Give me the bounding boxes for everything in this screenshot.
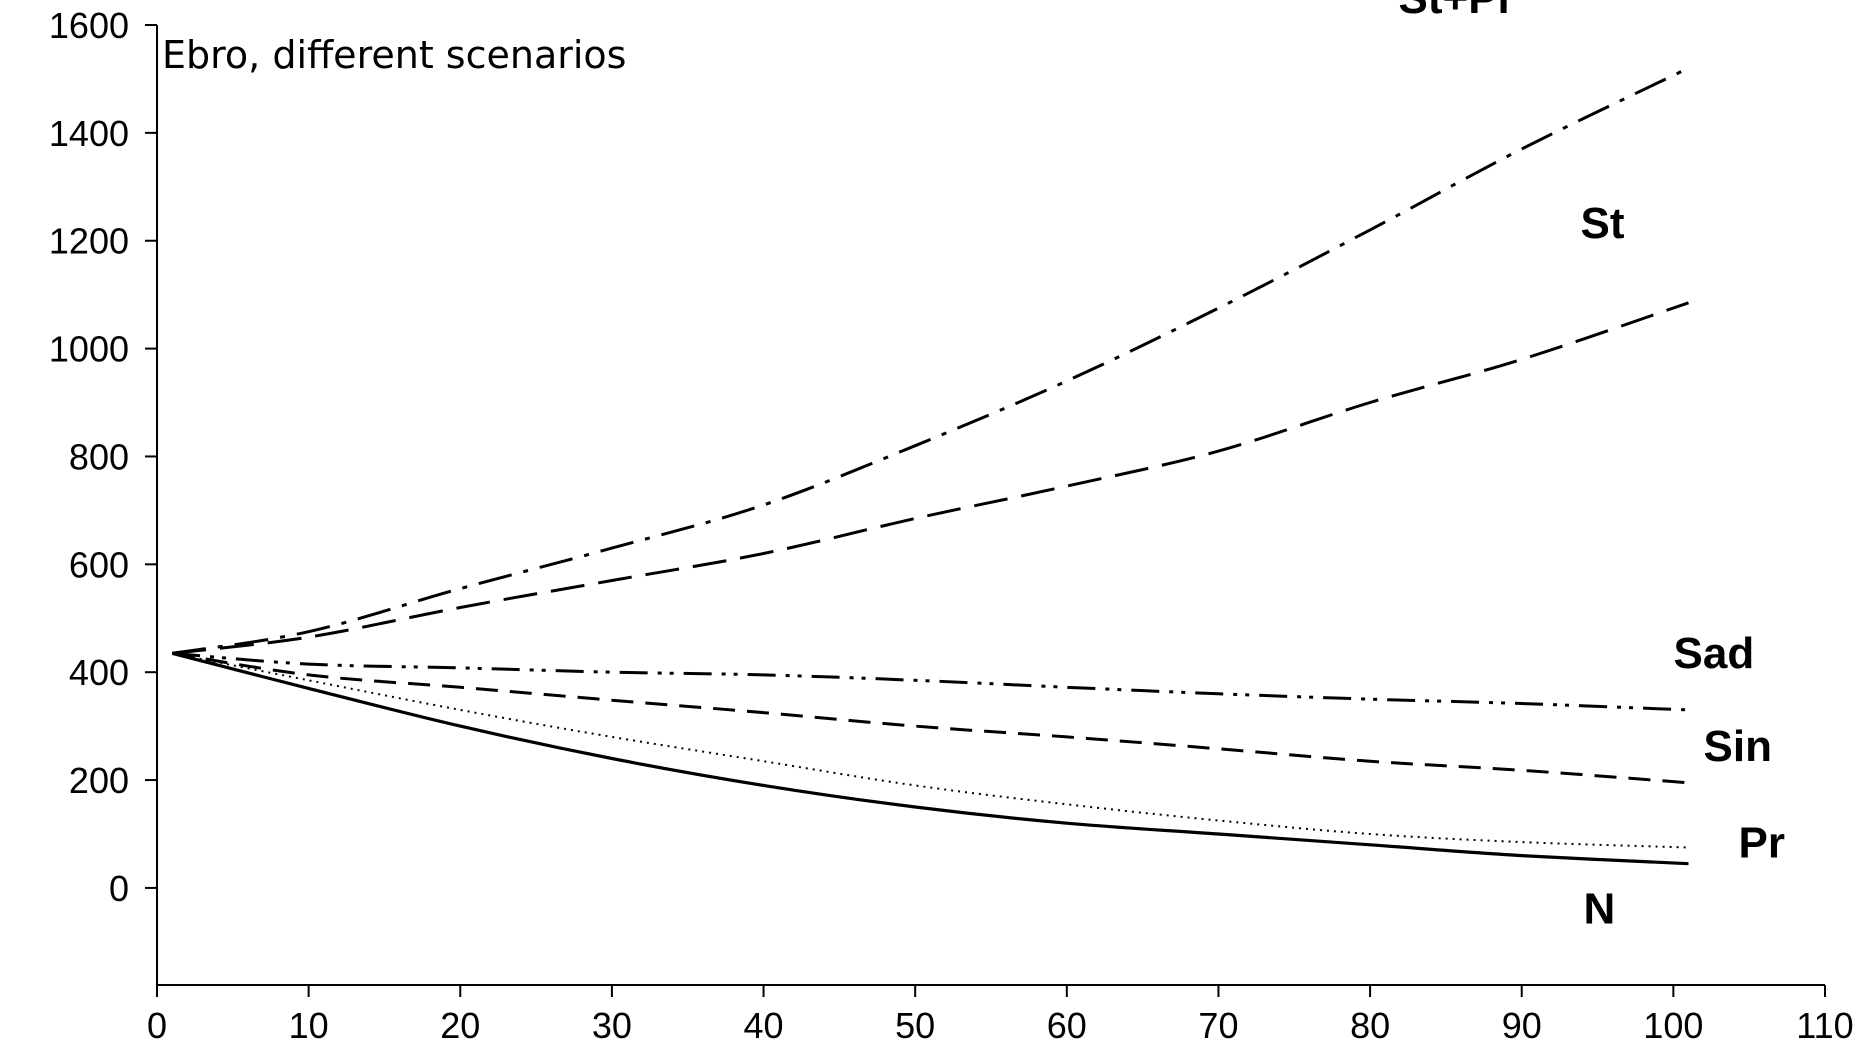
x-tick-label: 50: [895, 1005, 935, 1046]
series-label-n: N: [1584, 885, 1616, 934]
y-tick-label: 200: [69, 760, 129, 801]
x-tick-label: 40: [744, 1005, 784, 1046]
y-tick-label: 1200: [49, 221, 129, 262]
series-label-st: St: [1581, 199, 1625, 248]
x-tick-label: 100: [1643, 1005, 1703, 1046]
x-tick-label: 80: [1350, 1005, 1390, 1046]
series-label-sad: Sad: [1674, 629, 1755, 678]
x-tick-label: 20: [440, 1005, 480, 1046]
series-line-sad: [172, 651, 1689, 712]
axis-ticks: 0 200 400 600 800 1000 1200 1400 1600 0 10 20 30 40 50…: [49, 5, 1854, 1046]
series-line-n: [171, 651, 1689, 866]
axes: [156, 25, 1825, 986]
y-tick-label: 1400: [49, 113, 129, 154]
series-line-st: [172, 301, 1689, 655]
y-tick-label: 600: [69, 544, 129, 585]
y-tick-label: 800: [69, 436, 129, 477]
x-tick-label: 0: [147, 1005, 167, 1046]
y-tick-label: 1000: [49, 329, 129, 370]
x-tick-label: 60: [1047, 1005, 1087, 1046]
series-label-st-pr: St+Pr: [1399, 0, 1515, 23]
x-tick-label: 10: [289, 1005, 329, 1046]
series-line-sin: [171, 651, 1689, 785]
series-line-st-pr: [171, 66, 1690, 655]
chart-title: Ebro, different scenarios: [162, 33, 626, 77]
x-tick-label: 110: [1796, 1005, 1853, 1046]
y-tick-label: 400: [69, 652, 129, 693]
y-tick-label: 1600: [49, 5, 129, 46]
series-lines: [171, 66, 1690, 866]
y-tick-label: 0: [109, 868, 129, 909]
x-tick-label: 30: [592, 1005, 632, 1046]
x-tick-label: 90: [1502, 1005, 1542, 1046]
series-line-pr: [172, 652, 1689, 849]
series-label-sin: Sin: [1704, 722, 1772, 771]
x-tick-label: 70: [1198, 1005, 1238, 1046]
series-label-pr: Pr: [1739, 819, 1785, 868]
series-labels: St+Pr St Sad Sin Pr N: [1399, 0, 1785, 934]
